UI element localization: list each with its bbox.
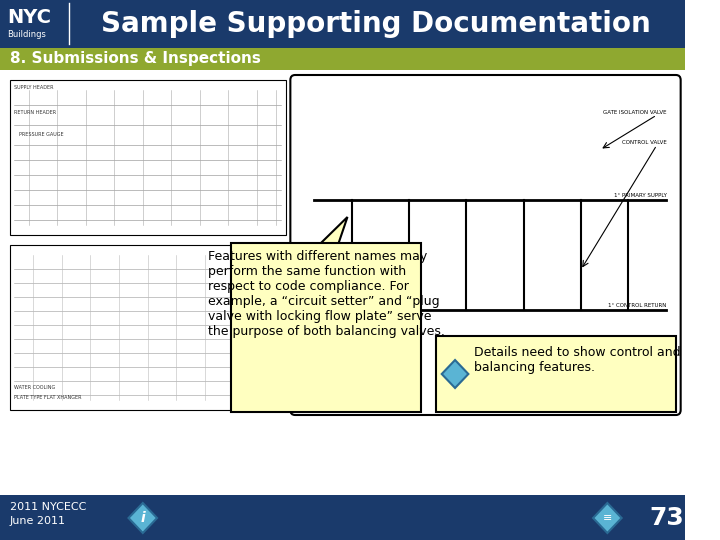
- Polygon shape: [319, 217, 348, 245]
- Text: PRESSURE GAUGE: PRESSURE GAUGE: [19, 132, 63, 137]
- FancyBboxPatch shape: [0, 70, 685, 495]
- Text: SUPPLY HEADER: SUPPLY HEADER: [14, 85, 54, 90]
- Text: i: i: [140, 511, 145, 525]
- FancyBboxPatch shape: [436, 336, 676, 412]
- Polygon shape: [593, 503, 621, 533]
- Text: 73: 73: [649, 506, 684, 530]
- Text: Sample Supporting Documentation: Sample Supporting Documentation: [101, 10, 651, 38]
- Text: 2011 NYCECC
June 2011: 2011 NYCECC June 2011: [9, 502, 86, 526]
- Text: Mechanical Details: Mechanical Details: [81, 82, 271, 100]
- Text: NYC: NYC: [8, 8, 52, 27]
- FancyBboxPatch shape: [9, 245, 286, 410]
- Text: WATER COOLING: WATER COOLING: [14, 385, 55, 390]
- FancyBboxPatch shape: [0, 48, 685, 70]
- Text: 1° CONTROL RETURN: 1° CONTROL RETURN: [608, 303, 667, 308]
- Text: Details need to show control and
balancing features.: Details need to show control and balanci…: [474, 346, 680, 374]
- Text: RETURN HEADER: RETURN HEADER: [14, 110, 56, 115]
- FancyBboxPatch shape: [231, 243, 420, 412]
- Text: Buildings: Buildings: [8, 30, 47, 39]
- Polygon shape: [441, 360, 469, 388]
- Text: Features with different names may
perform the same function with
respect to code: Features with different names may perfor…: [207, 250, 444, 338]
- FancyBboxPatch shape: [0, 495, 685, 540]
- Text: 8. Submissions & Inspections: 8. Submissions & Inspections: [9, 51, 261, 66]
- FancyBboxPatch shape: [9, 80, 286, 235]
- FancyBboxPatch shape: [290, 75, 680, 415]
- Text: CONTROL VALVE: CONTROL VALVE: [621, 140, 667, 145]
- Text: ≡: ≡: [603, 513, 612, 523]
- Polygon shape: [128, 503, 157, 533]
- FancyBboxPatch shape: [0, 0, 685, 48]
- Text: GATE ISOLATION VALVE: GATE ISOLATION VALVE: [603, 110, 667, 115]
- Text: 1° PRIMARY SUPPLY: 1° PRIMARY SUPPLY: [613, 193, 667, 198]
- Text: PLATE TYPE FLAT XHANGER: PLATE TYPE FLAT XHANGER: [14, 395, 82, 400]
